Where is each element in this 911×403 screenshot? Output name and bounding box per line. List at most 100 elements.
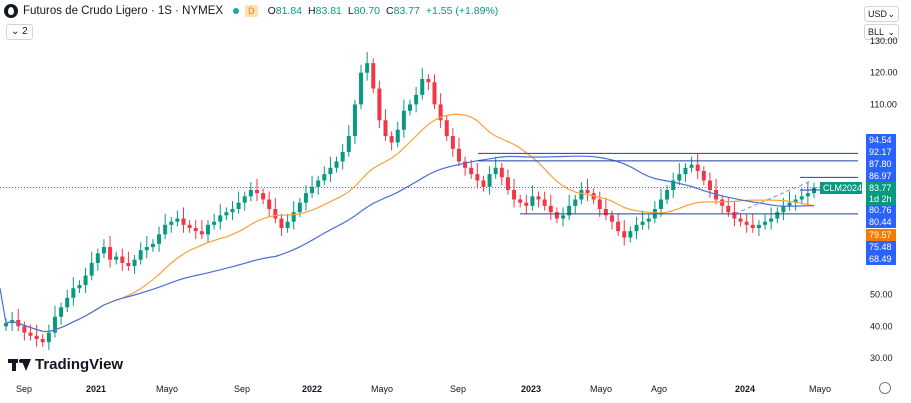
candle-body — [101, 247, 106, 254]
ohlc-close: C83.77 — [386, 5, 420, 17]
candle-body — [805, 193, 810, 197]
candle-body — [530, 196, 535, 206]
time-axis: Sep 2021 Mayo Sep 2022 Mayo Sep 2023 Mayo Ago 2024… — [16, 384, 831, 394]
candle-body — [157, 234, 162, 244]
price-level-label: 80.44 — [869, 217, 892, 227]
time-tick-label: Mayo — [590, 384, 612, 394]
price-level-tag — [866, 158, 896, 170]
candle-body — [585, 189, 590, 194]
candle-body — [610, 215, 614, 222]
price-level-label: 92.17 — [869, 147, 892, 157]
candle-body — [622, 231, 627, 238]
chevron-down-icon: ⌄ — [887, 27, 895, 37]
time-tick-label: 2021 — [86, 384, 106, 394]
candle-body — [505, 177, 510, 190]
candle-body — [548, 205, 553, 213]
candle-body — [346, 136, 351, 152]
candle-body — [365, 63, 370, 73]
candle-body — [206, 224, 210, 235]
overlays-layer — [0, 113, 858, 333]
candle-body — [450, 136, 455, 149]
chevron-down-icon: ⌄ — [11, 26, 23, 37]
tradingview-logo[interactable]: TradingView — [8, 356, 123, 373]
ohlc-high: H83.81 — [308, 5, 342, 17]
candle-body — [297, 202, 302, 213]
candle-body — [695, 164, 700, 171]
time-tick-label: Ago — [651, 384, 667, 394]
candle-body — [634, 224, 639, 232]
candle-body — [414, 94, 419, 105]
candle-body — [389, 136, 394, 143]
candle-body — [732, 212, 737, 219]
candle-body — [242, 196, 247, 203]
oil-drop-icon — [4, 4, 18, 18]
settings-gear-icon[interactable] — [879, 382, 891, 394]
price-axis: 130.00120.00110.0050.0040.0030.0094.5492… — [820, 36, 898, 363]
symbol-title[interactable]: Futuros de Crudo Ligero · 1S · NYMEX — [23, 5, 224, 17]
candle-body — [401, 110, 406, 130]
price-level-tag — [866, 204, 896, 216]
price-level-tag — [866, 182, 896, 194]
candle-body — [658, 199, 663, 210]
candle-body — [671, 180, 676, 190]
candle-body — [726, 205, 731, 213]
candle-body — [812, 187, 816, 194]
candle-body — [52, 316, 57, 333]
candle-body — [720, 199, 725, 206]
price-level-tag — [866, 134, 896, 146]
time-tick-label: Mayo — [156, 384, 178, 394]
market-status-dot — [233, 8, 240, 14]
candle-body — [22, 326, 27, 333]
currency-select[interactable]: USD ⌄ — [864, 6, 899, 22]
candle-body — [781, 205, 786, 213]
data-badge[interactable]: D — [245, 5, 258, 17]
time-tick-label: 2023 — [521, 384, 541, 394]
countdown-label: 1d 2h — [869, 194, 892, 204]
symbol-tag-label: CLM2024 — [823, 183, 862, 193]
candle-body — [554, 212, 559, 219]
candle-body — [769, 218, 774, 222]
ma-blue-line — [0, 155, 815, 333]
countdown-tag — [866, 194, 896, 205]
candle-body — [787, 202, 792, 206]
candle-body — [463, 161, 468, 168]
price-level-tag — [866, 253, 896, 265]
candle-body — [359, 72, 364, 105]
unit-value: BLL — [868, 27, 885, 37]
candle-body — [273, 209, 278, 219]
candle-body — [512, 189, 517, 200]
candle-body — [475, 174, 480, 181]
time-tick-label: Sep — [450, 384, 466, 394]
price-level-tag — [866, 241, 896, 253]
candle-body — [310, 186, 315, 194]
candle-body — [65, 297, 70, 308]
candle-body — [756, 224, 761, 229]
price-level-tag — [866, 216, 896, 228]
price-level-label: 68.49 — [869, 254, 892, 264]
candle-body — [493, 167, 498, 175]
candle-body — [701, 170, 706, 181]
indicators-collapse-button[interactable]: ⌄ 2 — [6, 24, 33, 40]
candle-body — [132, 259, 137, 267]
candle-body — [46, 332, 51, 343]
time-tick-label: 2024 — [735, 384, 755, 394]
candle-body — [573, 199, 578, 206]
symbol-price-tag — [820, 182, 862, 194]
candle-body — [114, 256, 119, 260]
unit-select[interactable]: BLL ⌄ — [864, 24, 899, 40]
candle-body — [224, 212, 229, 216]
candle-body — [199, 231, 204, 235]
candle-body — [420, 79, 425, 95]
candle-body — [738, 218, 743, 222]
candle-body — [193, 228, 198, 232]
price-tick-label: 50.00 — [870, 290, 893, 300]
candle-body — [714, 189, 719, 200]
indicator-count: 2 — [22, 26, 28, 37]
candle-body — [689, 164, 694, 168]
symbol-header: Futuros de Crudo Ligero · 1S · NYMEX D O… — [0, 0, 860, 22]
candle-body — [340, 151, 345, 162]
candle-body — [334, 161, 339, 168]
candle-body — [591, 193, 596, 200]
